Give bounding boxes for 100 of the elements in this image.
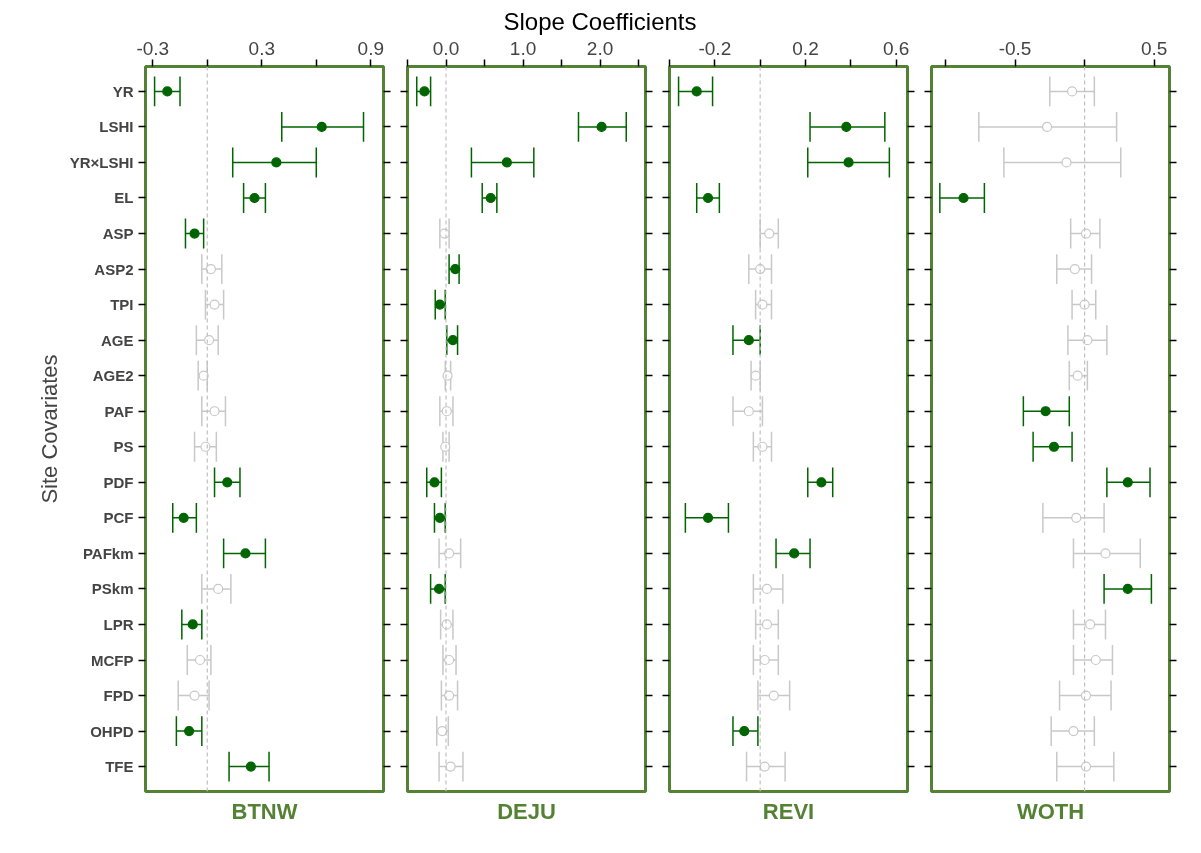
point — [209, 406, 220, 417]
point — [1040, 406, 1051, 417]
y-tick-label: AGE — [101, 331, 134, 349]
y-tick-label: EL — [114, 189, 134, 207]
y-tick-label: OHPD — [90, 722, 134, 740]
point — [429, 477, 440, 488]
point — [1068, 725, 1079, 737]
x-tick-label: 0.9 — [357, 37, 384, 59]
x-tick-label: 0.0 — [432, 37, 460, 59]
point — [1080, 761, 1092, 772]
point — [768, 690, 779, 701]
point — [743, 406, 754, 417]
point — [187, 619, 198, 630]
x-tick-label: 1.0 — [509, 37, 537, 59]
point — [198, 370, 209, 381]
y-tick-label: PAF — [104, 402, 134, 420]
point — [1100, 548, 1111, 559]
point — [789, 548, 800, 559]
x-tick-label: -0.2 — [698, 37, 732, 59]
point — [437, 725, 448, 737]
point — [178, 512, 189, 523]
point — [761, 619, 773, 630]
point — [702, 512, 714, 523]
point — [702, 192, 714, 204]
x-axis-title: DEJU — [497, 798, 556, 824]
point — [433, 583, 445, 595]
point — [222, 477, 233, 488]
point — [200, 441, 211, 452]
point — [755, 263, 766, 275]
y-tick-label: LSHI — [99, 118, 134, 136]
y-tick-label: FPD — [103, 687, 134, 705]
point — [1079, 299, 1090, 310]
point — [1071, 512, 1082, 523]
x-tick-label: 2.0 — [586, 37, 614, 59]
point — [194, 654, 206, 666]
point — [958, 192, 969, 204]
x-axis-title: REVI — [762, 798, 815, 824]
point — [1122, 583, 1133, 595]
point — [841, 121, 852, 133]
point — [1048, 441, 1060, 452]
point — [739, 725, 750, 737]
point — [1072, 370, 1083, 381]
point — [434, 299, 445, 310]
point — [759, 761, 770, 772]
point — [501, 157, 512, 168]
point — [761, 583, 773, 595]
point — [203, 335, 215, 346]
x-axis-title: WOTH — [1016, 798, 1085, 824]
y-tick-label: PDF — [103, 473, 134, 491]
point — [596, 121, 607, 133]
y-tick-label: PCF — [103, 509, 134, 527]
point — [1082, 335, 1093, 346]
y-tick-label: ASP — [102, 225, 134, 243]
point — [1080, 228, 1092, 239]
point — [691, 86, 702, 97]
x-tick-label: 0.6 — [882, 37, 910, 59]
x-tick-label: 0.5 — [1140, 37, 1168, 59]
x-tick-label: -0.5 — [998, 37, 1032, 59]
x-axis-title: BTNW — [231, 798, 298, 824]
y-axis-title: Site Covariates — [36, 354, 62, 504]
point — [189, 228, 200, 239]
point — [750, 370, 761, 381]
point — [184, 725, 195, 737]
point — [450, 263, 461, 275]
point — [316, 121, 327, 133]
point — [764, 228, 775, 239]
x-tick-label: -0.3 — [136, 37, 170, 59]
point — [209, 299, 220, 310]
y-tick-label: TFE — [105, 758, 134, 776]
point — [445, 761, 456, 772]
point — [434, 512, 445, 523]
y-tick-label: YR — [112, 82, 134, 100]
point — [240, 548, 251, 559]
y-tick-label: PS — [113, 438, 134, 456]
point — [757, 299, 768, 310]
y-tick-label: ASP2 — [94, 260, 134, 278]
x-tick-label: 0.2 — [792, 37, 819, 59]
y-tick-label: PSkm — [91, 580, 134, 598]
point — [1066, 86, 1078, 97]
point — [245, 761, 256, 772]
y-tick-label: PAFkm — [82, 544, 134, 562]
y-tick-label: TPI — [110, 296, 134, 314]
point — [419, 86, 430, 97]
x-tick-label: 0.3 — [248, 37, 275, 59]
point — [816, 477, 827, 488]
point — [249, 192, 260, 204]
y-tick-label: MCFP — [91, 651, 134, 669]
point — [1061, 157, 1072, 168]
point — [271, 157, 282, 168]
point — [1080, 690, 1092, 701]
point — [1090, 654, 1101, 666]
point — [189, 690, 200, 701]
y-tick-label: AGE2 — [92, 367, 134, 385]
point — [485, 192, 496, 204]
point — [162, 86, 173, 97]
point — [213, 583, 224, 595]
chart-title: Slope Coefficients — [503, 7, 697, 37]
y-tick-label: YR×LSHI — [69, 153, 134, 171]
point — [443, 690, 455, 701]
point — [743, 335, 754, 346]
